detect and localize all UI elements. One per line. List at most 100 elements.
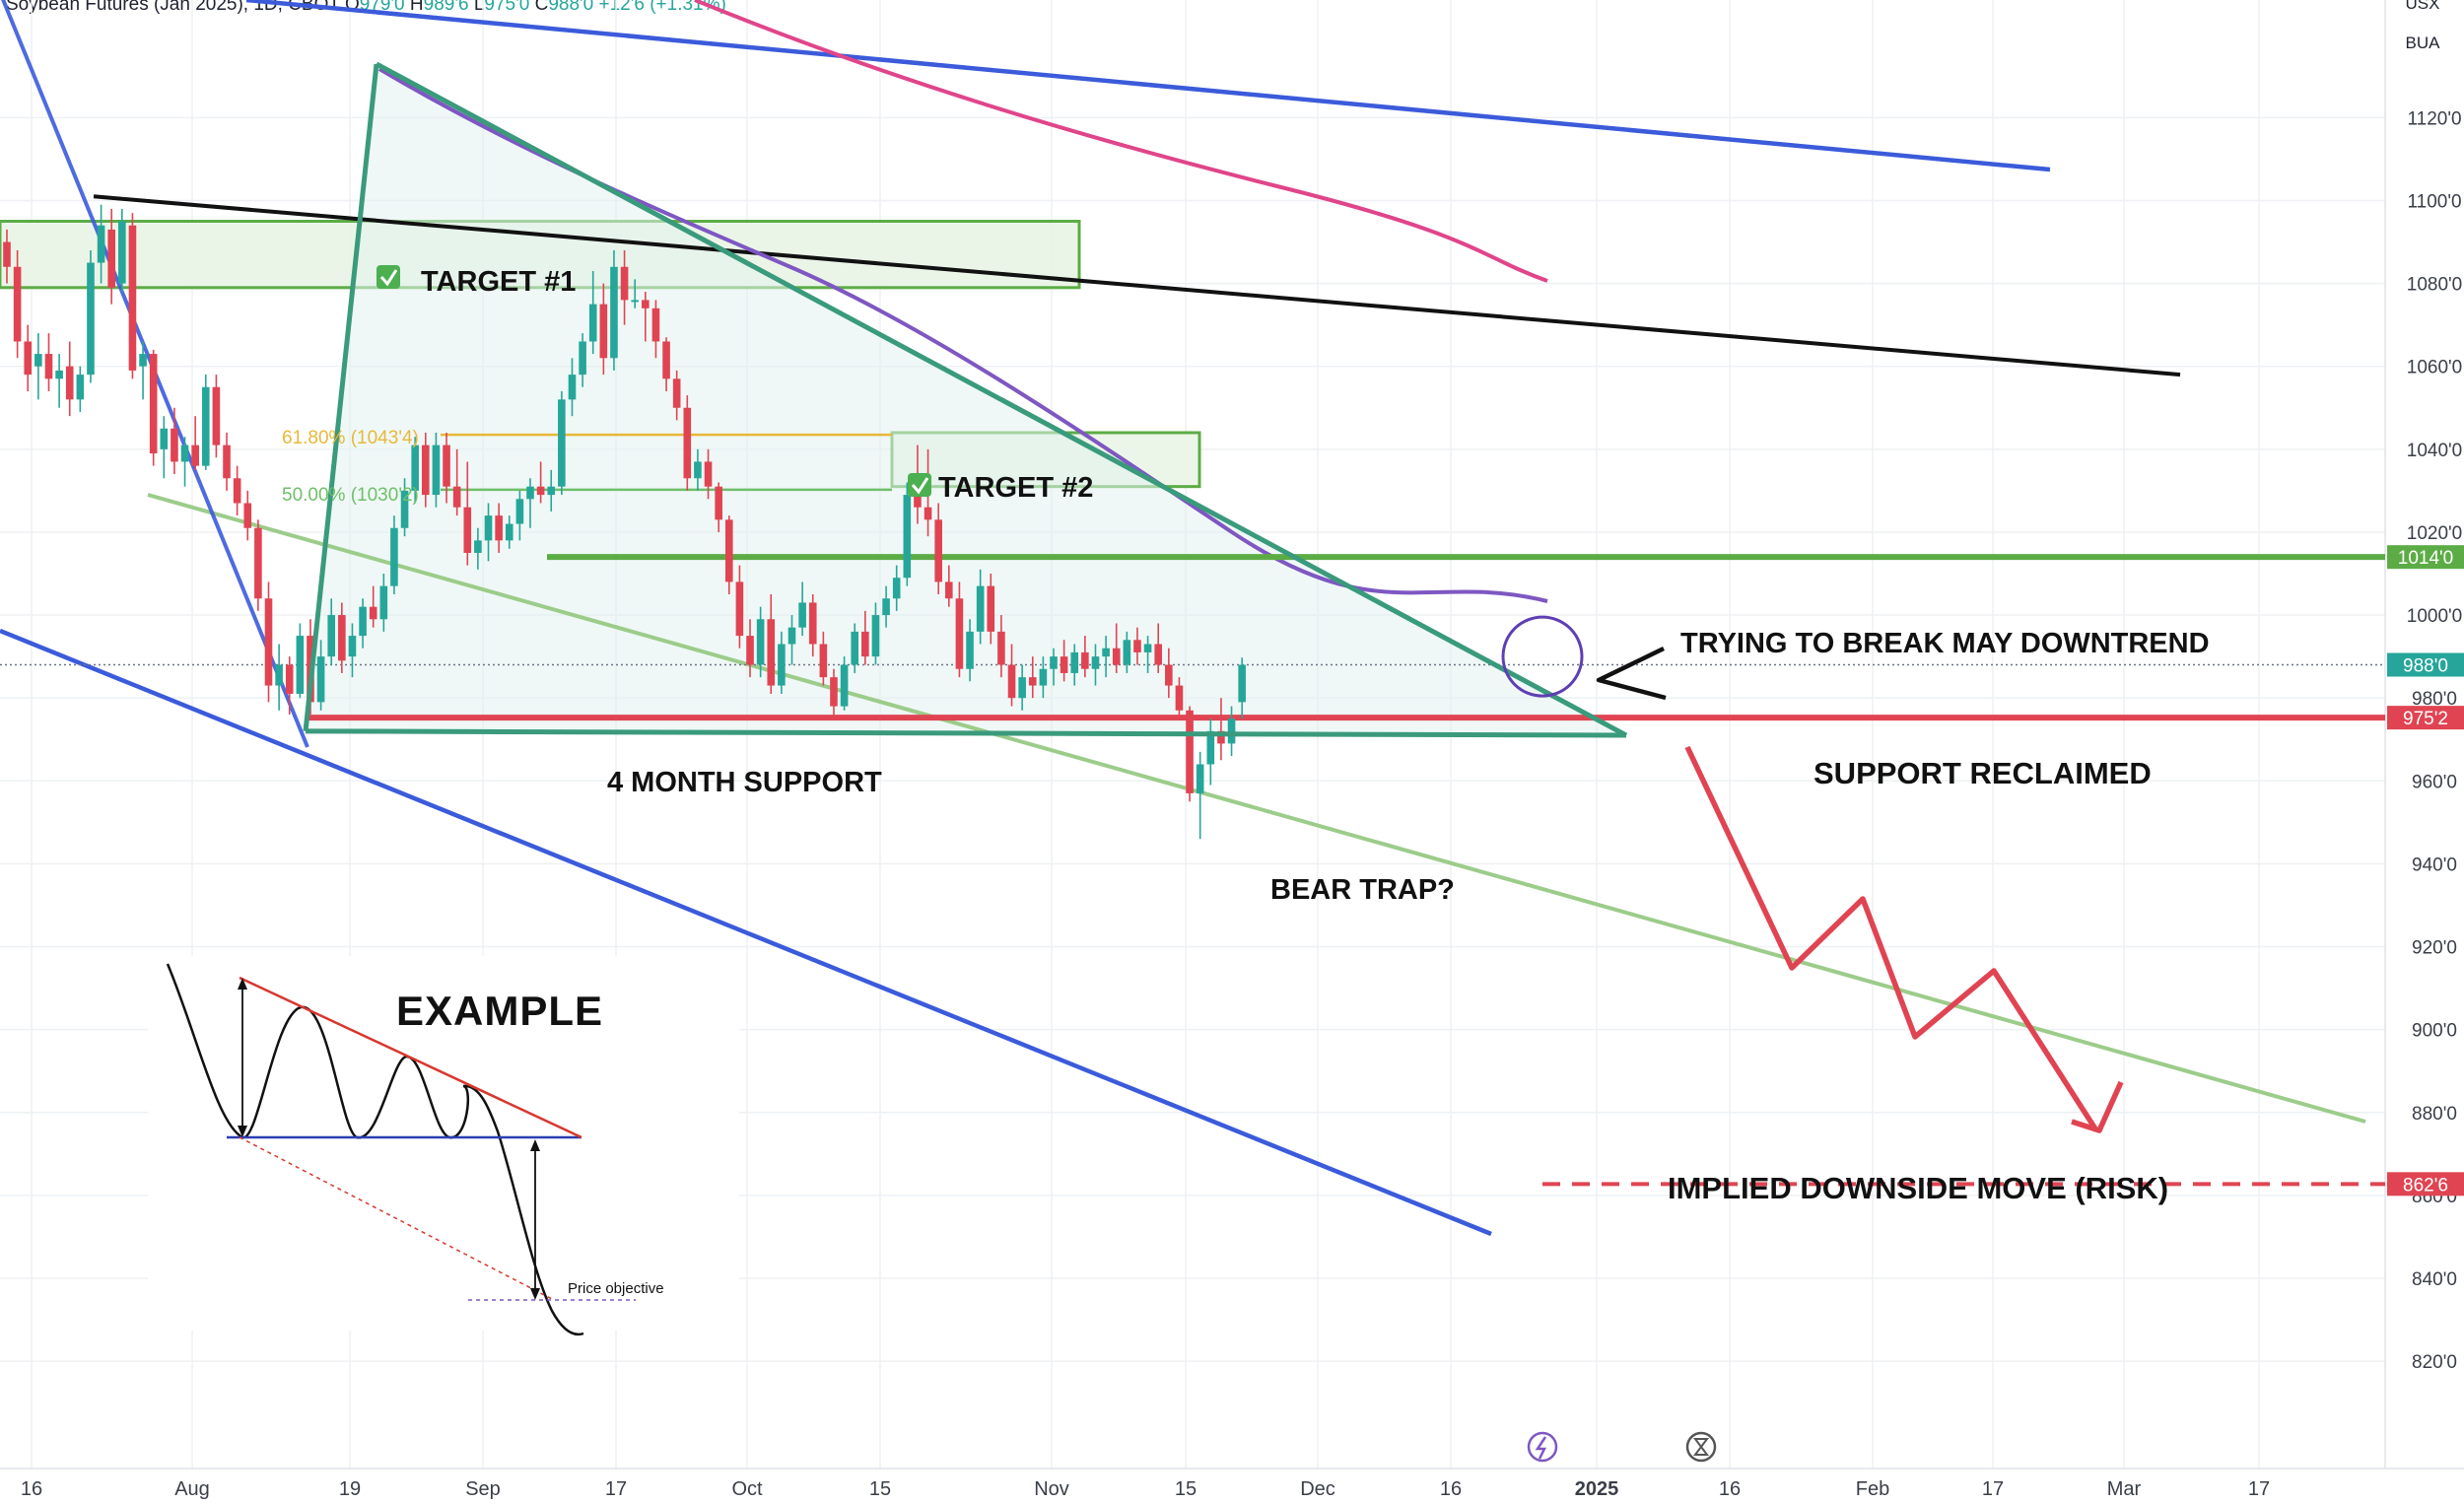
candle-body [704, 461, 713, 487]
candle-body [851, 631, 859, 665]
time-tick-label: 17 [1982, 1478, 2004, 1500]
candle-body [694, 461, 702, 479]
annotation-labels: TARGET #1 TARGET #2 61.80% (1043'4) 50.00% … [282, 265, 2210, 1205]
candle-body [1206, 730, 1215, 765]
candle-body [1154, 644, 1162, 665]
time-tick-label: Nov [1034, 1478, 1069, 1500]
candle-body [285, 664, 294, 694]
implied-path-line [1684, 745, 2099, 1132]
candle-body [400, 490, 409, 528]
candle-body [1007, 664, 1016, 699]
candle-body [830, 677, 838, 707]
candle-body [1133, 640, 1141, 652]
hourglass-shape-icon [1693, 1438, 1709, 1456]
candle-body [526, 486, 534, 500]
time-tick-label: 16 [1440, 1478, 1462, 1500]
candle-body [558, 399, 566, 487]
candle-body [798, 602, 806, 628]
candle-body [515, 499, 524, 524]
example-arrowhead-icon [530, 1288, 540, 1300]
candle-body [672, 378, 681, 408]
candle-body [1028, 677, 1037, 686]
candle-body [724, 519, 733, 582]
time-tick-label: Mar [2107, 1478, 2142, 1500]
price-axis[interactable]: 820'0840'0860'0880'0900'0920'0940'0960'0… [2387, 108, 2464, 1373]
price-tick-label: 840'0 [2412, 1269, 2457, 1290]
target-2-label: TARGET #2 [938, 472, 1093, 504]
candle-body [662, 341, 670, 379]
candle-body [861, 631, 869, 657]
low-value: 975'0 [484, 0, 530, 15]
time-axis[interactable]: 16 Aug 19 Sep 17 Oct 15 Nov 15 Dec 16 2025 16 Feb 17 Ma… [21, 1431, 2270, 1500]
price-tick-label: 1000'0 [2407, 606, 2462, 627]
price-tick-label: 920'0 [2412, 938, 2457, 959]
candle-body [369, 606, 377, 620]
candle-body [254, 527, 262, 599]
candle-body [1102, 648, 1110, 657]
candle-body [987, 585, 995, 632]
candle-body [338, 615, 346, 661]
candle-body [243, 503, 252, 528]
candle-body [422, 444, 430, 496]
time-tick-label: Feb [1856, 1478, 1889, 1500]
candle-body [871, 615, 880, 657]
triangle-downtrend-edge [375, 61, 1628, 738]
candle-body [1238, 664, 1246, 703]
candle-body [631, 300, 639, 303]
time-tick-label: 17 [2248, 1478, 2270, 1500]
currency-unit[interactable]: USX [2405, 0, 2440, 13]
candle-body [1227, 718, 1236, 744]
ma-pink-line [694, 0, 1548, 283]
candle-body [87, 262, 95, 376]
candle-body [536, 486, 545, 496]
candle-body [934, 519, 942, 582]
candle-body [212, 386, 221, 445]
channel-upper-line [245, 0, 2051, 172]
checkmark-icon [379, 269, 398, 287]
chart-header: Soybean Futures (Jan 2025), 1D, CBOT O97… [6, 0, 726, 16]
price-level-badge-label: 862'6 [2403, 1175, 2448, 1196]
candle-body [914, 495, 922, 508]
price-tick-label: 1080'0 [2407, 275, 2462, 296]
candle-body [1165, 664, 1173, 686]
bear-trap-label: BEAR TRAP? [1270, 874, 1455, 906]
example-arrowhead-icon [238, 1126, 247, 1137]
candle-body [735, 581, 744, 637]
lightning-bolt-icon [1535, 1436, 1547, 1460]
candle-body [568, 375, 577, 400]
candle-body [495, 515, 503, 541]
triangle-support-edge [305, 728, 1627, 738]
candle-body [359, 606, 367, 637]
breakout-circle [1501, 615, 1584, 698]
implied-move-label: IMPLIED DOWNSIDE MOVE (RISK) [1668, 1171, 2168, 1205]
candle-body [945, 581, 953, 599]
candle-body [139, 354, 147, 367]
candles [3, 204, 1246, 840]
candle-body [588, 304, 597, 342]
candle-body [505, 523, 513, 541]
candle-body [903, 495, 912, 579]
quantity-unit[interactable]: BUA [2405, 34, 2440, 52]
price-level-badge-label: 1014'0 [2398, 548, 2453, 569]
time-tick-label: 15 [869, 1478, 891, 1500]
target-1-label: TARGET #1 [421, 266, 576, 298]
price-tick-label: 820'0 [2412, 1352, 2457, 1373]
symbol-title: Soybean Futures (Jan 2025), 1D, CBOT [6, 0, 340, 15]
candle-body [390, 527, 398, 586]
candle-body [275, 664, 283, 686]
change-value: +12'6 (+1.31%) [598, 0, 726, 15]
target-2-check-icon [908, 473, 931, 497]
candle-body [955, 598, 964, 669]
candle-body [966, 631, 974, 669]
fib-50-label: 50.00% (1030'2) [282, 485, 419, 506]
candle-body [463, 507, 472, 553]
candle-body [379, 585, 388, 620]
price-tick-label: 1100'0 [2407, 191, 2461, 212]
candle-body [180, 444, 189, 462]
example-diagram: EXAMPLE Price objective [166, 963, 664, 1336]
implied-arrowhead-icon [2071, 1080, 2124, 1133]
candle-body [808, 602, 817, 645]
example-title: EXAMPLE [396, 988, 603, 1034]
candle-body [924, 507, 932, 520]
